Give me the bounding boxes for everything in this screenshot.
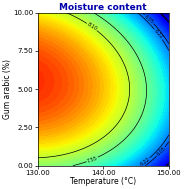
X-axis label: Temperature (°C): Temperature (°C) [70,177,136,186]
Text: 8.10: 8.10 [86,22,98,32]
Text: 6.22: 6.22 [153,29,164,40]
Text: 6.22: 6.22 [139,157,151,167]
Text: 7.55: 7.55 [86,155,98,164]
Title: Moisture content: Moisture content [59,3,147,12]
Text: 6.05: 6.05 [155,146,167,157]
Y-axis label: Gum arabic (%): Gum arabic (%) [3,59,12,119]
Text: 6.05: 6.05 [143,14,155,25]
